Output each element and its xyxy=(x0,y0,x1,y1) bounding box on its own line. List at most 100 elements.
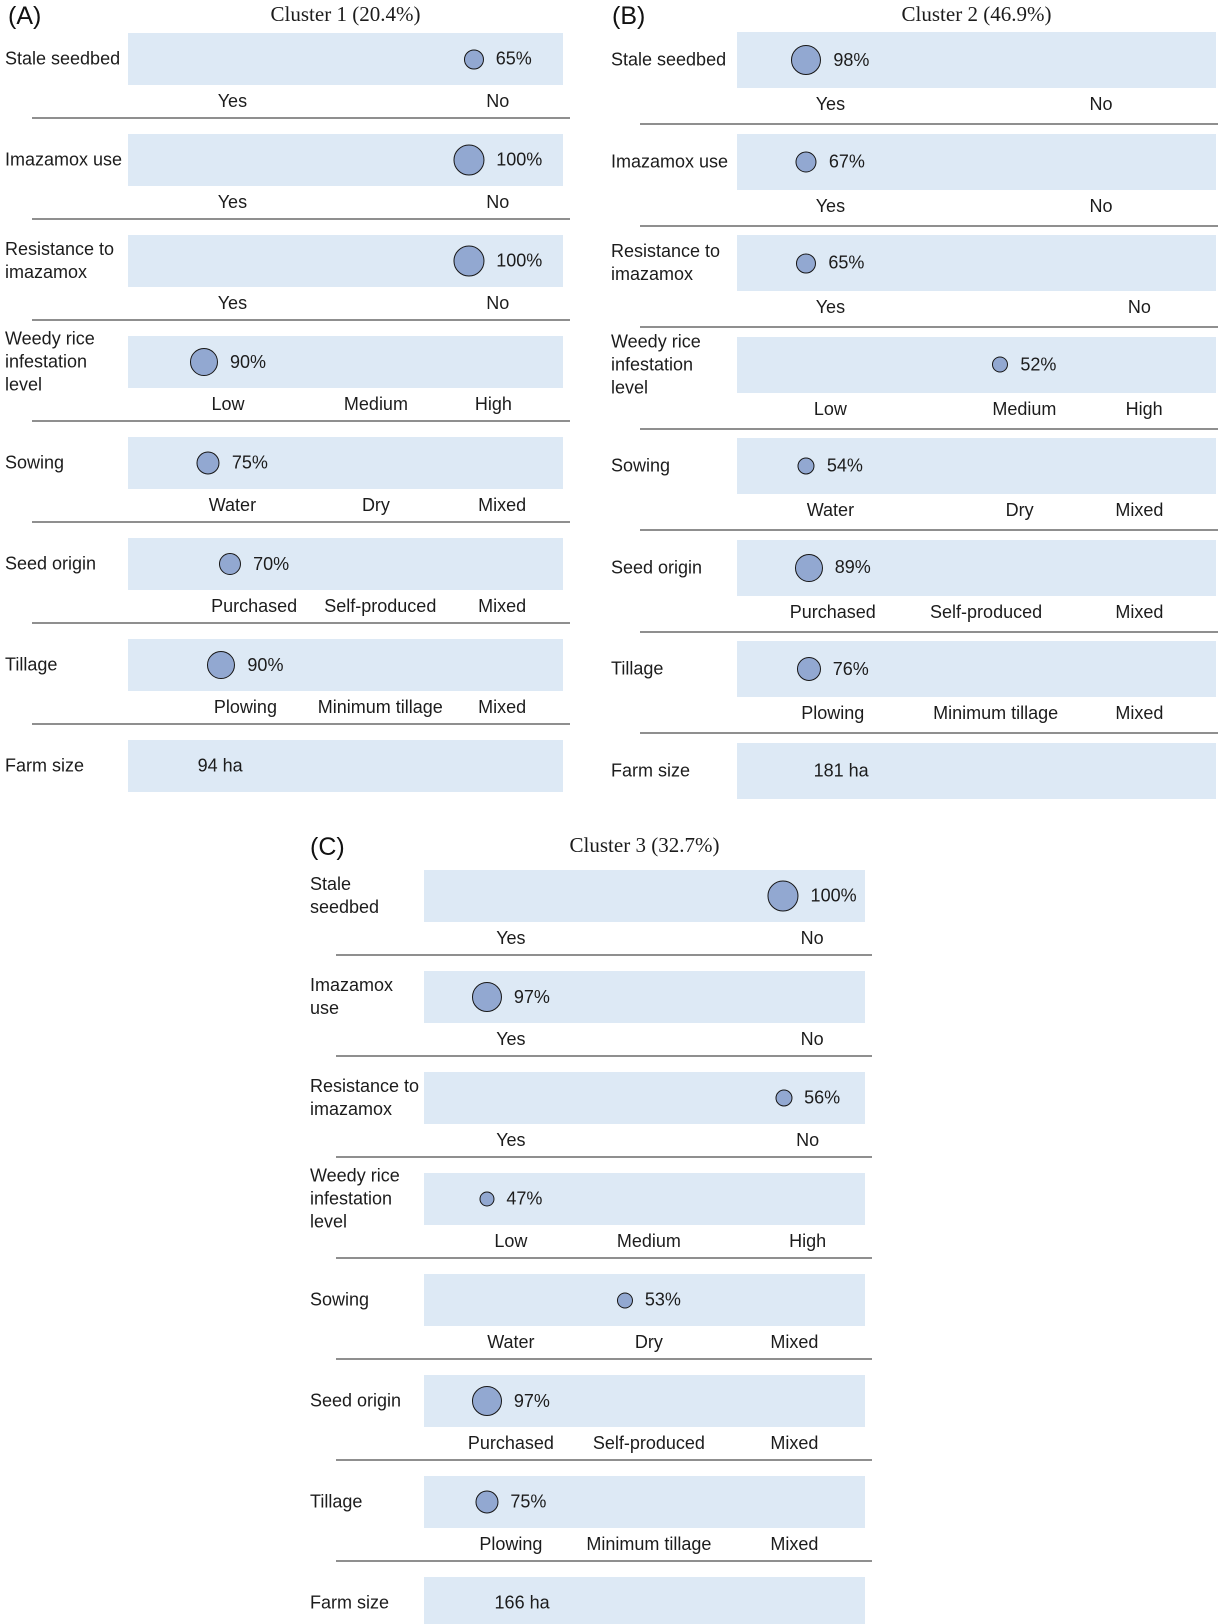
bubble-marker: 97% xyxy=(471,1386,550,1416)
percent-label: 90% xyxy=(230,351,267,372)
bubble-icon xyxy=(797,457,815,475)
category-label: High xyxy=(1125,398,1163,419)
category-bar xyxy=(737,235,1216,291)
row-label: Imazamox use xyxy=(310,975,394,1018)
category-label: Mixed xyxy=(1115,601,1164,622)
bubble-marker: 56% xyxy=(775,1088,840,1109)
row-label: Weedy rice infestation level xyxy=(611,331,701,397)
percent-label: 89% xyxy=(834,557,871,577)
bubble-marker: 70% xyxy=(219,553,289,575)
bubble-icon xyxy=(190,348,219,376)
category-bar xyxy=(737,438,1216,494)
bubble-marker: 54% xyxy=(797,455,863,477)
row-divider xyxy=(336,1459,872,1461)
percent-label: 56% xyxy=(804,1087,841,1108)
row-divider xyxy=(640,529,1218,531)
row-label: Seed origin xyxy=(310,1390,402,1411)
category-label: Yes xyxy=(815,195,846,216)
category-label: Yes xyxy=(217,91,248,111)
percent-label: 65% xyxy=(828,252,865,273)
category-label: Purchased xyxy=(789,601,876,622)
row-label: Stale seedbed xyxy=(310,874,380,917)
category-label: Dry xyxy=(1005,500,1034,520)
row-label: Tillage xyxy=(310,1491,363,1512)
panel-letter: (A) xyxy=(8,2,42,30)
percent-label: 100% xyxy=(496,149,543,170)
row-divider xyxy=(32,622,570,624)
bubble-marker: 67% xyxy=(795,151,865,172)
category-label: Self-produced xyxy=(592,1433,705,1453)
row-label: Weedy rice infestation level xyxy=(310,1165,400,1232)
category-label: No xyxy=(796,1130,820,1150)
percent-label: 70% xyxy=(253,553,290,574)
row-divider xyxy=(32,218,570,220)
row-label: Seed origin xyxy=(5,553,97,574)
row-label: Imazamox use xyxy=(611,151,729,171)
bubble-icon xyxy=(775,1089,793,1107)
percent-label: 98% xyxy=(833,49,870,70)
row-label: Imazamox use xyxy=(5,149,123,170)
row-divider xyxy=(336,1358,872,1360)
row-label: Seed origin xyxy=(611,557,703,577)
category-label: Yes xyxy=(217,293,248,313)
category-label: No xyxy=(1127,297,1151,317)
row-divider xyxy=(336,954,872,956)
category-label: Yes xyxy=(496,928,526,948)
bubble-icon xyxy=(471,982,502,1012)
bubble-icon xyxy=(196,451,220,475)
row-divider xyxy=(336,1156,872,1158)
category-label: Mixed xyxy=(770,1332,819,1352)
category-label: Purchased xyxy=(467,1433,554,1453)
row-label: Resistance to imazamox xyxy=(5,239,115,282)
category-bar xyxy=(737,742,1216,799)
percent-label: 76% xyxy=(832,658,869,679)
bubble-marker: 98% xyxy=(791,45,869,75)
category-label: Plowing xyxy=(213,697,277,717)
percent-label: 47% xyxy=(506,1188,543,1209)
row-label: Farm size xyxy=(5,755,85,776)
category-bar xyxy=(128,740,563,792)
farm-size-value: 94 ha xyxy=(197,755,243,776)
bubble-icon xyxy=(795,151,817,172)
percent-label: 75% xyxy=(510,1491,547,1512)
category-bar xyxy=(128,437,563,489)
category-label: Dry xyxy=(634,1332,663,1352)
row-divider xyxy=(336,1055,872,1057)
row-divider xyxy=(640,326,1218,328)
bubble-icon xyxy=(471,1386,502,1416)
bubble-marker: 89% xyxy=(794,553,871,582)
bubble-marker: 47% xyxy=(479,1189,542,1210)
category-label: Purchased xyxy=(211,596,298,616)
category-bar xyxy=(424,1274,865,1326)
bubble-marker: 100% xyxy=(767,880,857,912)
category-label: Mixed xyxy=(1115,500,1164,520)
category-label: No xyxy=(486,293,510,313)
category-bar xyxy=(424,1173,865,1225)
percent-label: 97% xyxy=(513,986,550,1007)
row-divider xyxy=(640,732,1218,734)
category-label: Yes xyxy=(496,1029,526,1049)
category-label: No xyxy=(486,91,510,111)
category-label: High xyxy=(789,1231,827,1251)
bubble-icon xyxy=(791,45,822,75)
bubble-marker: 65% xyxy=(796,253,864,274)
row-divider xyxy=(640,427,1218,430)
row-divider xyxy=(32,723,570,725)
farm-size-value: 166 ha xyxy=(494,1592,550,1613)
bubble-marker: 90% xyxy=(190,348,266,376)
bubble-marker: 52% xyxy=(992,354,1056,375)
row-label: Stale seedbed xyxy=(611,49,727,70)
bubble-icon xyxy=(453,245,485,277)
category-label: Medium xyxy=(616,1231,681,1251)
category-label: Dry xyxy=(361,495,390,515)
percent-label: 54% xyxy=(826,455,863,476)
bubble-marker: 53% xyxy=(616,1290,681,1311)
row-divider xyxy=(32,521,570,523)
row-divider xyxy=(336,1257,872,1259)
row-divider xyxy=(32,420,570,422)
category-label: Mixed xyxy=(478,495,527,515)
category-label: Medium xyxy=(992,398,1057,419)
category-label: Water xyxy=(806,500,855,520)
category-label: High xyxy=(474,394,512,414)
row-label: Resistance to imazamox xyxy=(611,241,721,284)
